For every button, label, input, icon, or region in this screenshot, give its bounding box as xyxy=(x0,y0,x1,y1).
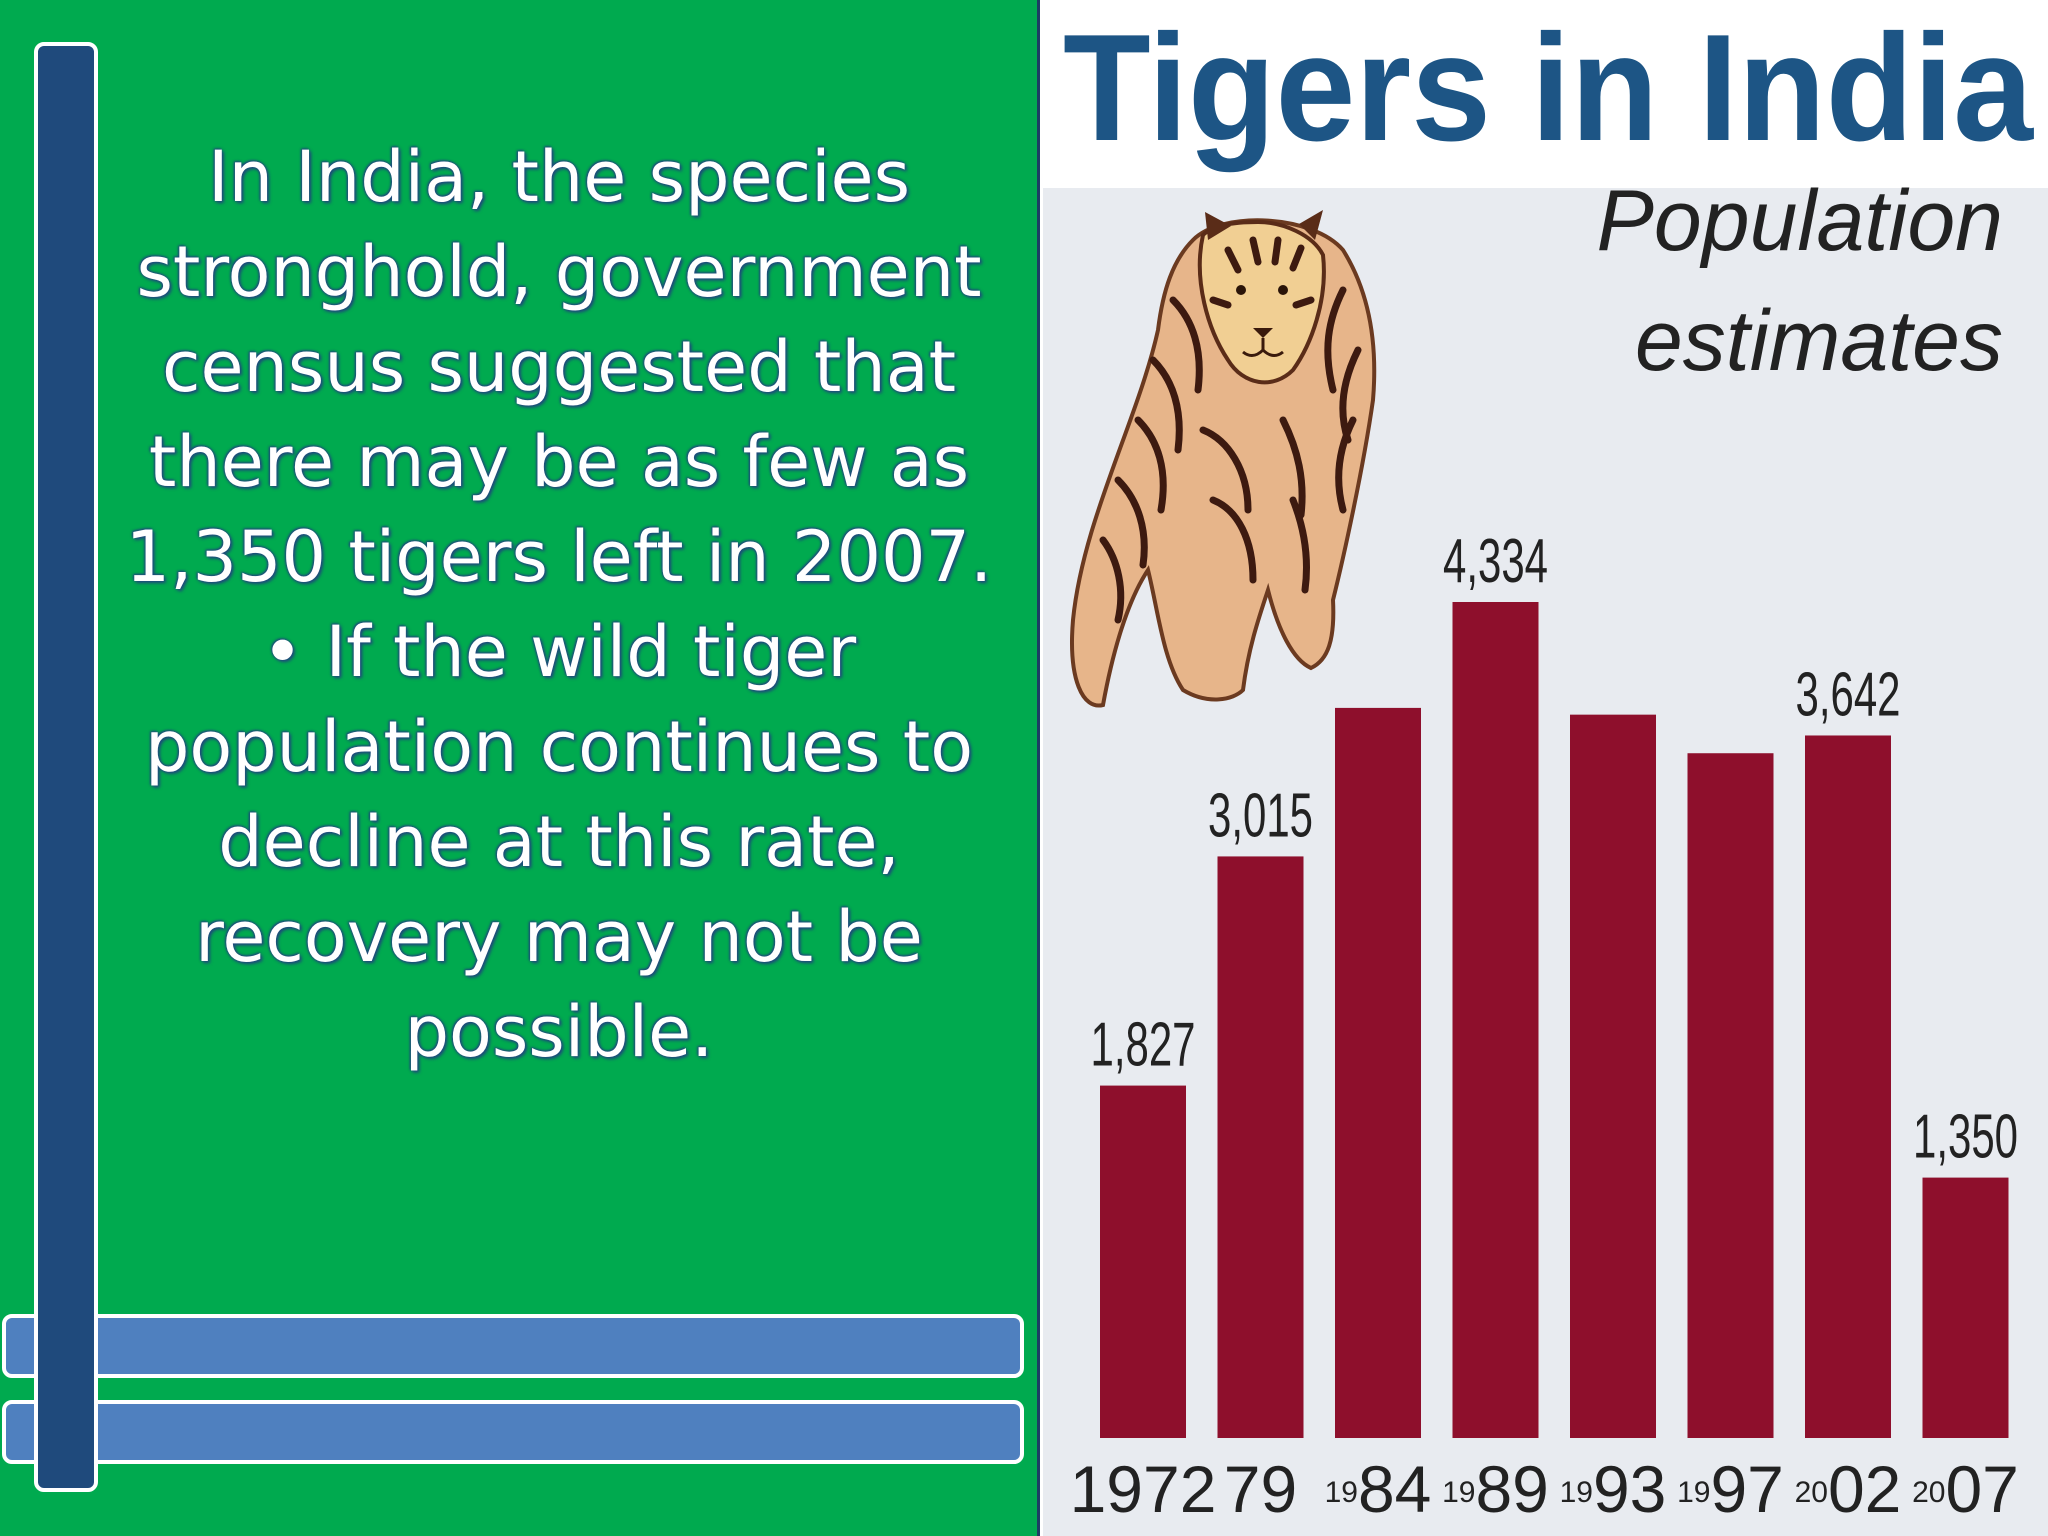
data-label: 1,350 xyxy=(1913,1103,2018,1172)
x-tick-suffix: 84 xyxy=(1358,1452,1431,1526)
intro-paragraph: In India, the species stronghold, govern… xyxy=(125,136,993,598)
bar-1989 xyxy=(1452,602,1539,1438)
data-label: 3,642 xyxy=(1796,660,1901,729)
x-tick-label: 1989 xyxy=(1442,1452,1549,1526)
x-tick-label: 1972 xyxy=(1070,1452,1217,1526)
chart-subtitle-line: Population xyxy=(1597,173,2003,269)
text-panel: In India, the species stronghold, govern… xyxy=(0,0,1040,1536)
bar-2002 xyxy=(1805,735,1891,1438)
data-label: 4,334 xyxy=(1443,527,1548,596)
bullet-text: If the wild tiger population continues t… xyxy=(144,611,974,1073)
x-tick-label: 2002 xyxy=(1795,1452,1902,1526)
slide-text: In India, the species stronghold, govern… xyxy=(104,130,1014,1080)
bar-1984 xyxy=(1335,707,1421,1438)
x-tick-suffix: 93 xyxy=(1593,1452,1666,1526)
x-tick-prefix: 19 xyxy=(1560,1476,1593,1509)
x-tick-suffix: 89 xyxy=(1475,1452,1548,1526)
data-label: 1,827 xyxy=(1091,1011,1196,1080)
tiger-icon xyxy=(1070,210,1377,708)
bar-chart: Tigers in India Population estimates xyxy=(1063,3,2034,1526)
x-tick-prefix: 19 xyxy=(1442,1476,1475,1509)
bar-79 xyxy=(1217,856,1304,1438)
chart-panel: Tigers in India Population estimates xyxy=(1043,0,2048,1536)
x-tick-label: 1997 xyxy=(1677,1452,1784,1526)
vertical-accent-bar xyxy=(34,42,98,1492)
x-tick-label: 79 xyxy=(1224,1452,1297,1526)
x-tick-suffix: 97 xyxy=(1710,1452,1783,1526)
x-tick-prefix: 19 xyxy=(1677,1476,1710,1509)
bar-1972 xyxy=(1100,1085,1186,1438)
x-tick-prefix: 20 xyxy=(1795,1476,1828,1509)
x-tick-label: 2007 xyxy=(1912,1452,2019,1526)
data-label: 3,015 xyxy=(1208,781,1313,850)
x-tick-label: 1984 xyxy=(1325,1452,1432,1526)
x-tick-suffix: 07 xyxy=(1945,1452,2018,1526)
x-tick-prefix: 19 xyxy=(1325,1476,1358,1509)
horizontal-stripe-bottom xyxy=(2,1400,1024,1464)
x-tick-prefix: 20 xyxy=(1912,1476,1945,1509)
horizontal-stripe-top xyxy=(2,1314,1024,1378)
bar-1993 xyxy=(1570,714,1656,1438)
chart-subtitle: Population estimates xyxy=(1597,173,2003,389)
chart-subtitle-line: estimates xyxy=(1635,293,2003,389)
x-tick-suffix: 02 xyxy=(1828,1452,1901,1526)
bullet-marker: • xyxy=(261,611,304,693)
bar-1997 xyxy=(1687,753,1774,1438)
title-band xyxy=(1043,0,2048,188)
x-tick-label: 1993 xyxy=(1560,1452,1667,1526)
bar-2007 xyxy=(1922,1177,2009,1438)
bullet-item: • If the wild tiger population continues… xyxy=(104,605,1014,1080)
chart-title: Tigers in India xyxy=(1063,3,2034,173)
